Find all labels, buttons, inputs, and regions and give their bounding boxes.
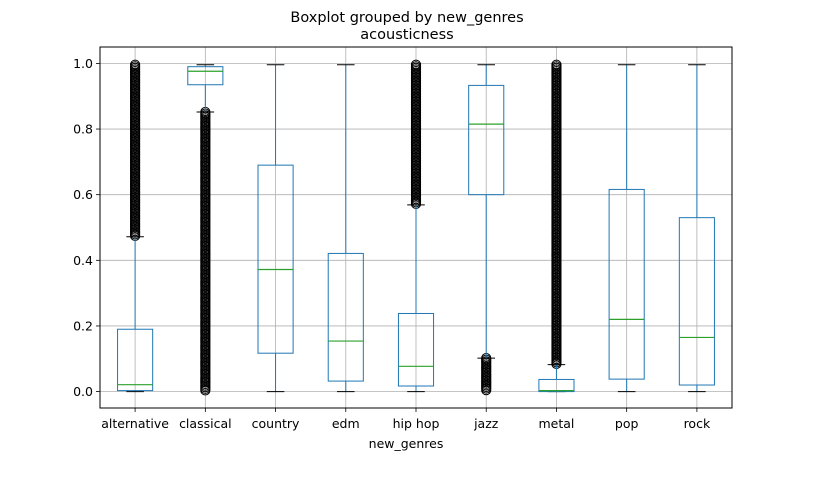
x-tick-label: classical [179, 416, 232, 431]
box-metal [538, 59, 575, 393]
iqr-box [117, 328, 154, 392]
box-hip-hop [397, 59, 435, 393]
box-jazz [468, 64, 505, 396]
box-classical [187, 64, 224, 396]
flier-points [551, 59, 562, 369]
flier-points [481, 353, 492, 396]
box-edm [327, 64, 364, 393]
flier-points [410, 59, 422, 209]
iqr-box [187, 66, 224, 86]
iqr-box [608, 188, 645, 380]
x-tick-label: rock [684, 416, 711, 431]
iqr-box [327, 252, 364, 382]
iqr-box [538, 378, 575, 393]
y-tick-label: 0.6 [73, 187, 93, 202]
x-tick-label: hip hop [393, 416, 440, 431]
y-tick-label: 0.4 [73, 253, 93, 268]
box-alternative [117, 59, 154, 393]
box-rock [678, 64, 715, 393]
y-tick-label: 1.0 [73, 56, 93, 71]
y-tick-label: 0.8 [73, 122, 93, 137]
x-tick-label: edm [332, 416, 360, 431]
x-tick-label: metal [538, 416, 574, 431]
x-tick-label: jazz [473, 416, 499, 431]
iqr-box [257, 164, 294, 354]
flier-points [130, 59, 141, 241]
iqr-box [678, 217, 715, 386]
x-tick-label: alternative [101, 416, 169, 431]
chart-title: Boxplot grouped by new_genres [290, 10, 523, 26]
y-tick-label: 0.0 [73, 384, 93, 399]
box-series [117, 59, 715, 396]
x-tick-label: pop [615, 416, 639, 431]
x-tick-label: country [252, 416, 300, 431]
iqr-box [468, 84, 505, 196]
flier-point [200, 385, 211, 396]
iqr-box [397, 312, 435, 387]
box-country [257, 64, 294, 393]
flier-points [200, 106, 211, 396]
box-pop [608, 64, 645, 393]
axes: 0.0 0.2 0.4 0.6 0.8 1.0 alternative classical co… [73, 56, 711, 431]
x-axis-label: new_genres [369, 436, 444, 451]
chart-subtitle: acousticness [360, 27, 453, 43]
flier-point [481, 385, 492, 396]
y-tick-label: 0.2 [73, 318, 93, 333]
